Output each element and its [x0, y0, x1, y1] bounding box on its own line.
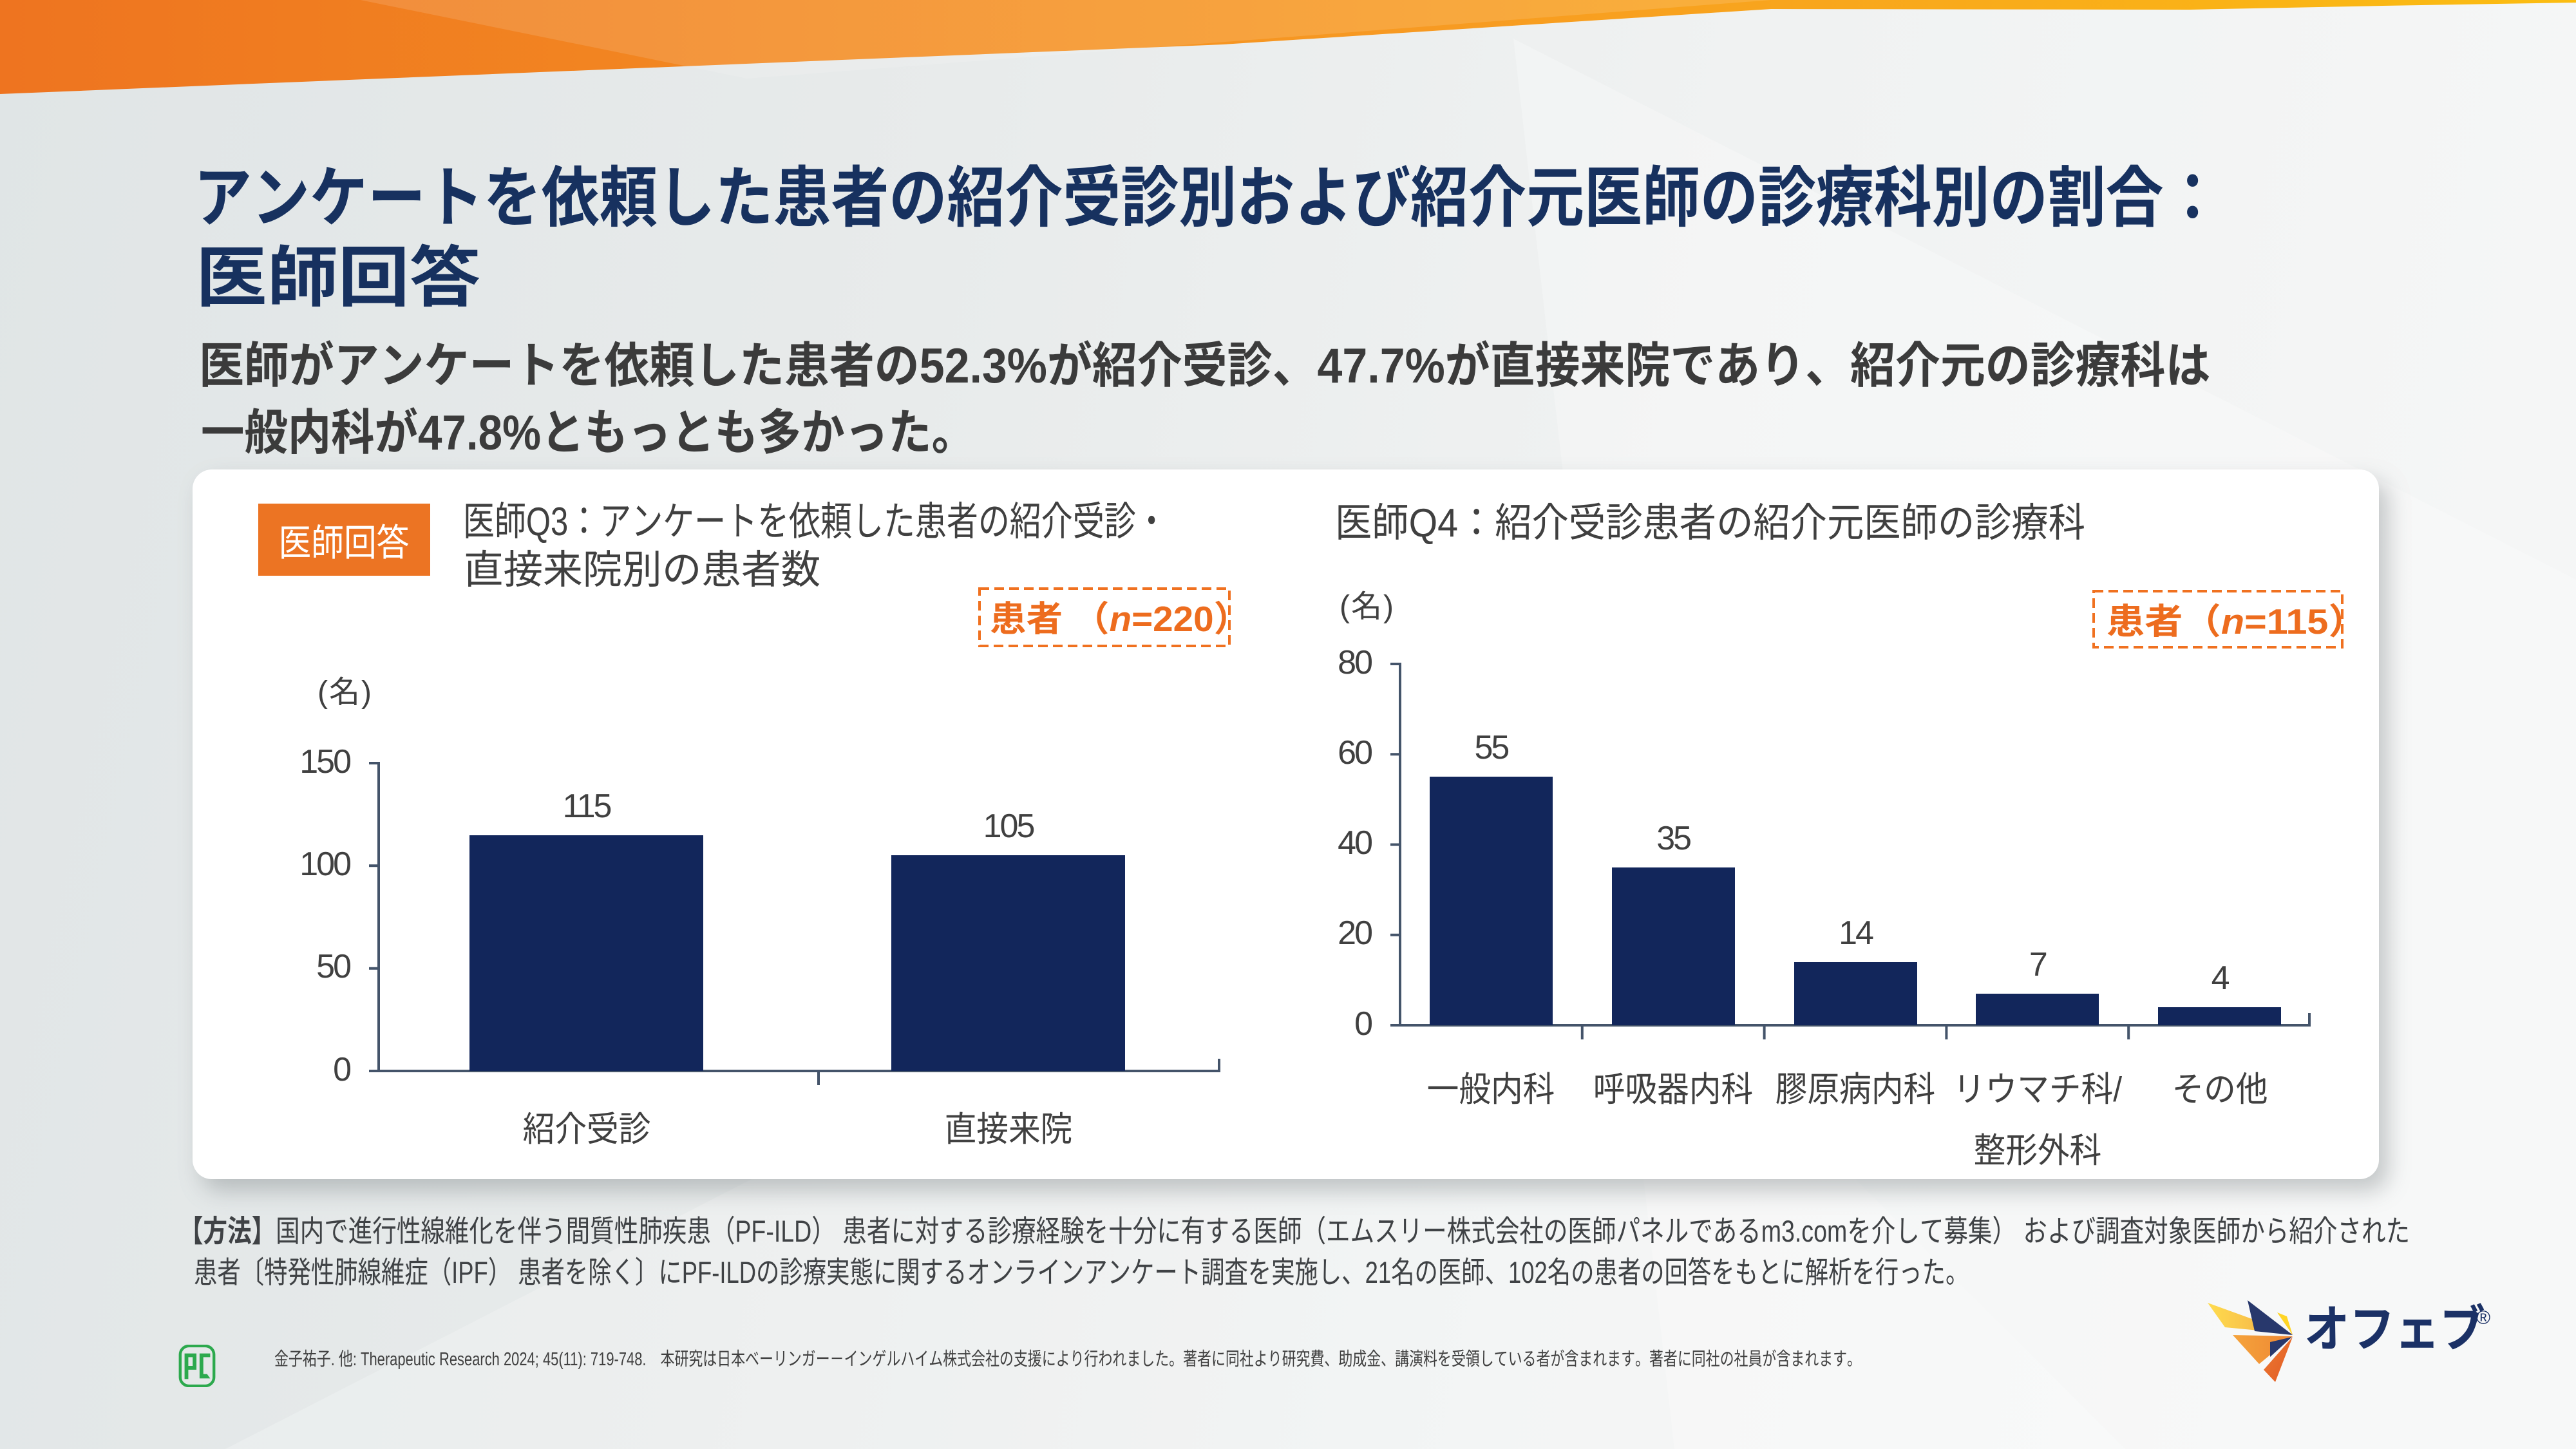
svg-text:®: ® — [2476, 1307, 2490, 1329]
svg-text:オフェブ: オフェブ — [2304, 1289, 2485, 1361]
